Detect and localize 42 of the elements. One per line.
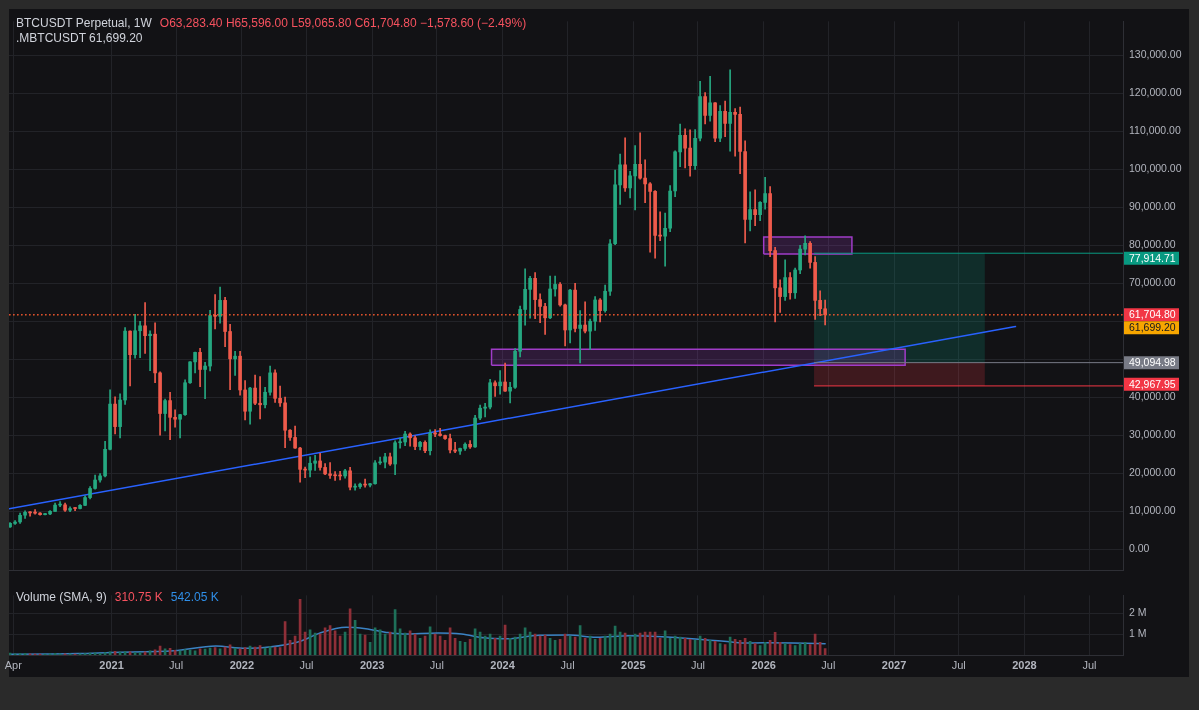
y-tick-label: 20,000.00 <box>1129 466 1176 479</box>
ref-line-label: 42,967.95 <box>1129 377 1176 390</box>
ref-line-label: 61,699.20 <box>1129 321 1176 334</box>
ref-line-label: 61,704.80 <box>1129 308 1176 321</box>
x-tick-label: 2028 <box>1012 658 1037 671</box>
chart-title: BTCUSDT Perpetual, 1W <box>16 16 152 30</box>
y-tick-label: 30,000.00 <box>1129 428 1176 441</box>
y-tick-label: 40,000.00 <box>1129 390 1176 403</box>
ref-line-label: 49,094.98 <box>1129 356 1176 369</box>
y-tick-label: 1 M <box>1129 626 1147 639</box>
x-tick-label: 2024 <box>490 658 516 671</box>
annotation: 310.75 K <box>114 590 163 604</box>
y-tick-label: 70,000.00 <box>1129 276 1176 289</box>
x-tick-label: Jul <box>429 658 444 671</box>
x-tick-label: 2025 <box>621 658 646 671</box>
chart-title: Volume (SMA, 9) <box>16 590 107 604</box>
x-tick-label: Jul <box>560 658 575 671</box>
ref-line-label: 77,914.71 <box>1129 251 1176 264</box>
annotation: .MBTCUSDT 61,699.20 <box>16 31 143 45</box>
annotation: 542.05 K <box>170 590 219 604</box>
x-tick-label: 2026 <box>751 658 776 671</box>
x-tick-label: Jul <box>690 658 705 671</box>
y-tick-label: 2 M <box>1129 606 1147 618</box>
x-tick-label: 2023 <box>360 658 385 671</box>
chart-subtitle: O63,283.40 H65,596.00 L59,065.80 C61,704.80 −1,578.60 (−2.49%) <box>159 16 527 30</box>
x-tick-label: 2021 <box>99 658 124 671</box>
y-tick-label: 110,000.00 <box>1129 124 1181 137</box>
x-tick-label: 2022 <box>229 658 255 671</box>
x-tick-label: Jul <box>1082 658 1097 671</box>
x-tick-label: Jul <box>821 658 836 671</box>
y-tick-label: 0.00 <box>1129 541 1150 554</box>
y-tick-label: 120,000.00 <box>1129 86 1182 99</box>
y-tick-label: 10,000.00 <box>1129 503 1176 516</box>
y-tick-label: 80,000.00 <box>1129 238 1176 251</box>
x-tick-label: Jul <box>951 658 966 671</box>
y-tick-label: 90,000.00 <box>1129 200 1176 213</box>
x-tick-label: Apr <box>4 658 23 671</box>
x-tick-label: Jul <box>299 658 314 671</box>
y-tick-label: 130,000.00 <box>1129 48 1182 61</box>
y-tick-label: 100,000.00 <box>1129 162 1182 175</box>
x-tick-label: 2027 <box>881 658 907 671</box>
x-tick-label: Jul <box>169 658 184 671</box>
